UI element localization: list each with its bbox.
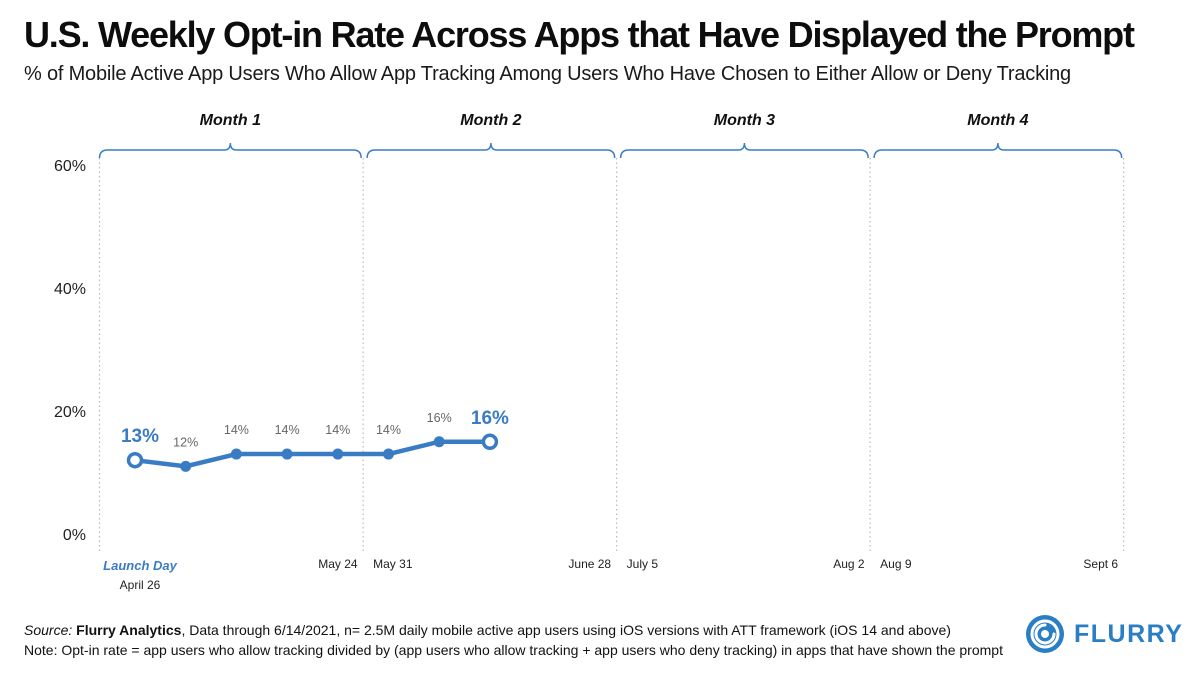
source-line: Source: Flurry Analytics, Data through 6… bbox=[24, 620, 1014, 640]
data-label: 14% bbox=[275, 423, 300, 437]
data-point bbox=[230, 448, 242, 460]
data-point-highlight bbox=[481, 433, 499, 450]
x-tick-label: Sept 6 bbox=[1083, 557, 1118, 571]
x-tick-label: Aug 9 bbox=[880, 557, 912, 571]
source-prefix: Source: bbox=[24, 622, 73, 638]
month-label: Month 2 bbox=[460, 112, 521, 129]
data-label: 12% bbox=[173, 435, 198, 449]
chart-title: U.S. Weekly Opt-in Rate Across Apps that… bbox=[24, 14, 1135, 55]
flurry-logo: FLURRY bbox=[1024, 612, 1184, 656]
x-tick-label: Aug 2 bbox=[833, 557, 865, 571]
month-bracket bbox=[619, 142, 869, 159]
data-point bbox=[180, 460, 192, 472]
y-tick-label: 0% bbox=[63, 527, 86, 544]
month-label: Month 4 bbox=[967, 112, 1028, 129]
month-label: Month 3 bbox=[714, 112, 775, 129]
x-tick-label: May 31 bbox=[373, 557, 413, 571]
month-bracket bbox=[873, 142, 1123, 159]
x-tick-label: July 5 bbox=[627, 557, 659, 571]
x-tick-label: May 24 bbox=[318, 557, 358, 571]
data-point bbox=[433, 436, 445, 448]
source-name: Flurry Analytics bbox=[76, 622, 182, 638]
x-tick-label: June 28 bbox=[568, 557, 611, 571]
flurry-swirl-icon bbox=[1026, 615, 1064, 653]
flurry-wordmark: FLURRY bbox=[1074, 619, 1184, 648]
data-label: 14% bbox=[325, 423, 350, 437]
launch-date-label: April 26 bbox=[120, 578, 161, 592]
data-label: 13% bbox=[121, 426, 159, 447]
y-tick-label: 60% bbox=[54, 158, 86, 175]
line-chart: Month 1 Month 2 Month 3 Month 4 0% 20% 40% 60% L… bbox=[54, 112, 1125, 592]
y-tick-label: 40% bbox=[54, 281, 86, 298]
month-label: Month 1 bbox=[200, 112, 261, 129]
data-point bbox=[281, 448, 293, 460]
data-label: 16% bbox=[471, 408, 509, 429]
data-point bbox=[383, 448, 394, 460]
source-details: , Data through 6/14/2021, n= 2.5M daily … bbox=[181, 622, 951, 638]
y-tick-label: 20% bbox=[54, 404, 86, 421]
data-label: 14% bbox=[224, 423, 249, 437]
chart-subtitle: % of Mobile Active App Users Who Allow A… bbox=[24, 63, 1071, 85]
note-line: Note: Opt-in rate = app users who allow … bbox=[24, 642, 1003, 658]
month-bracket bbox=[98, 142, 362, 159]
launch-day-label: Launch Day bbox=[103, 558, 177, 573]
data-point-highlight bbox=[126, 451, 144, 469]
data-label: 14% bbox=[376, 423, 401, 437]
data-point bbox=[332, 448, 344, 460]
footer-notes: Source: Flurry Analytics, Data through 6… bbox=[24, 620, 1014, 660]
series-line bbox=[132, 439, 493, 469]
data-label: 16% bbox=[427, 411, 452, 425]
month-bracket bbox=[366, 142, 616, 159]
